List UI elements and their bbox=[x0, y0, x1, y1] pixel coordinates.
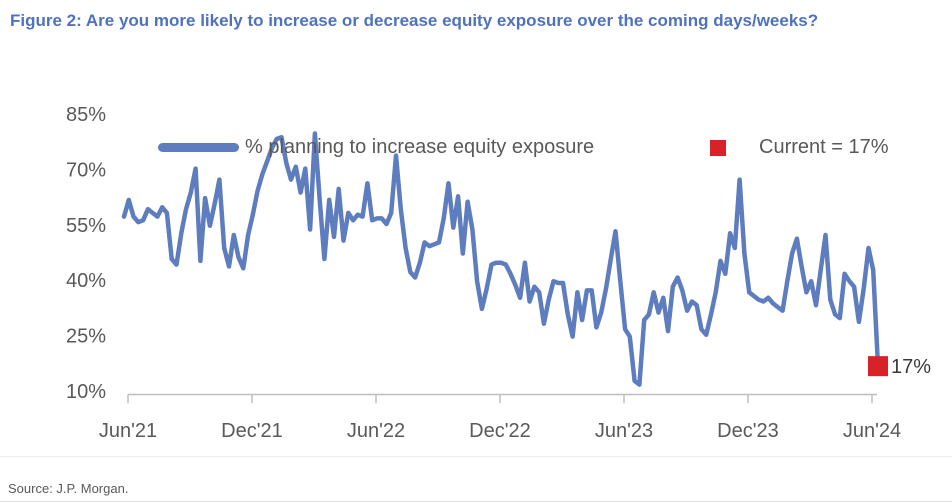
x-tick-label: Jun'21 bbox=[99, 420, 157, 442]
x-tick-label: Dec'23 bbox=[717, 420, 779, 442]
y-tick-label: 25% bbox=[66, 326, 106, 348]
legend-current-label: Current = 17% bbox=[759, 136, 889, 158]
y-tick-label: 40% bbox=[66, 270, 106, 292]
x-tick-label: Dec'22 bbox=[469, 420, 531, 442]
x-tick-label: Dec'21 bbox=[221, 420, 283, 442]
y-tick-label: 10% bbox=[66, 381, 106, 403]
legend-series-label: % planning to increase equity exposure bbox=[245, 136, 595, 158]
x-tick-label: Jun'23 bbox=[595, 420, 653, 442]
series-line-swatch-icon bbox=[158, 143, 239, 152]
current-marker-swatch-icon bbox=[710, 140, 726, 156]
equity-exposure-chart: 85% 70% 55% 40% 25% 10% Jun'21 Dec'21 Jun'22 Dec'… bbox=[0, 40, 952, 456]
x-tick-label: Jun'22 bbox=[347, 420, 405, 442]
y-tick-label: 55% bbox=[66, 215, 106, 237]
series-line bbox=[121, 131, 881, 387]
line-chart-canvas: 85% 70% 55% 40% 25% 10% Jun'21 Dec'21 Jun'22 Dec'… bbox=[66, 104, 931, 442]
y-tick-label: 70% bbox=[66, 159, 106, 181]
current-value-annotation: 17% bbox=[891, 356, 931, 378]
figure-title: Figure 2: Are you more likely to increas… bbox=[10, 11, 819, 30]
x-tick-label: Jun'24 bbox=[843, 420, 901, 442]
y-tick-label: 85% bbox=[66, 104, 106, 126]
source-note: Source: J.P. Morgan. bbox=[8, 481, 129, 496]
current-value-marker-icon bbox=[868, 356, 888, 377]
footer-divider bbox=[0, 456, 952, 457]
